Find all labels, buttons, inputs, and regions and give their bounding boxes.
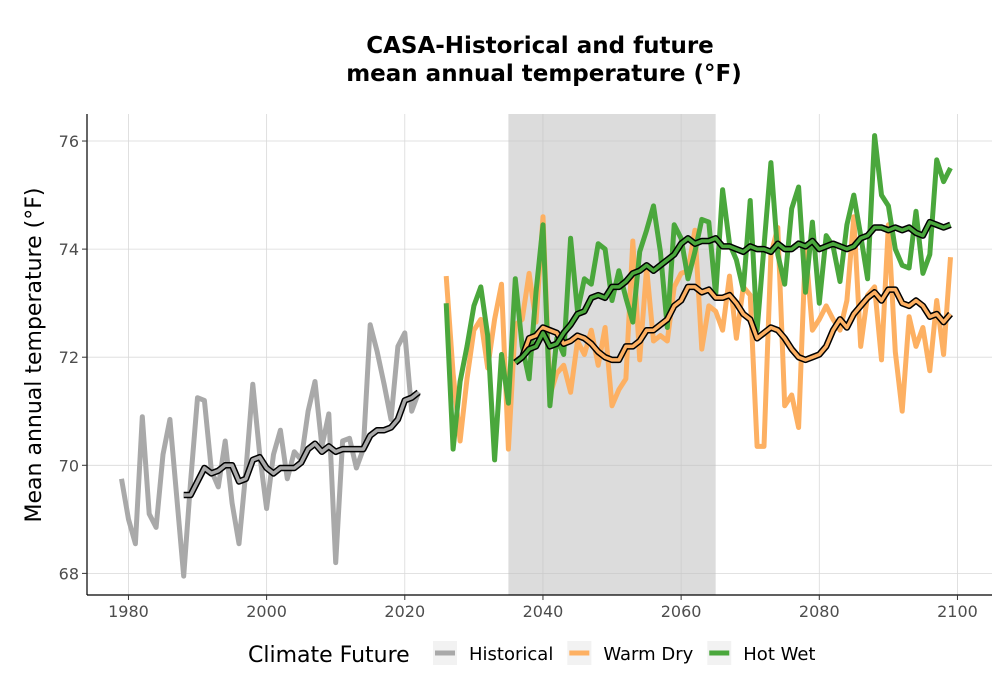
x-tick-label: 2100 [937,602,978,621]
shaded-period-band [508,114,716,595]
smoothed-line-hot-wet-smoothed [513,218,952,366]
x-tick-label: 1980 [108,602,149,621]
x-tick-label: 2040 [523,602,564,621]
smoothed-line-fill [183,390,420,497]
y-axis-title: Mean annual temperature (°F) [22,188,47,523]
legend-item-historical: Historical [433,641,553,665]
smoothed-line-historical-smoothed [183,389,421,499]
y-tick-label: 68 [59,564,79,583]
tick-labels: 1980 2000 2020 2040 2060 2080 2100 68 70 72 74 76 [59,132,978,621]
chart-title-line2: mean annual temperature (°F) [346,61,742,87]
series-lines [119,133,953,579]
shaded-period [508,114,716,595]
smoothed-line-warm-dry-smoothed [513,283,953,366]
y-tick-label: 74 [59,240,79,259]
y-tick-label: 72 [59,348,79,367]
legend-label: Warm Dry [603,644,693,665]
x-tick-label: 2020 [384,602,425,621]
legend-item-hot-wet: Hot Wet [707,641,815,665]
x-tick-label: 2060 [661,602,702,621]
chart-title-line1: CASA-Historical and future [366,33,714,59]
legend-title: Climate Future [248,643,410,668]
legend: Climate Future Historical Warm Dry Hot Wet [248,641,815,668]
series-line-hot-wet [443,133,953,463]
y-tick-label: 76 [59,132,79,151]
smoothed-line-fill [514,220,952,364]
x-tick-label: 2080 [799,602,840,621]
legend-item-warm-dry: Warm Dry [567,641,694,665]
smoothed-line-fill [514,285,952,364]
legend-label: Historical [469,644,553,665]
series-line-historical [119,322,421,579]
legend-label: Hot Wet [743,644,815,665]
axes [86,114,992,596]
y-tick-label: 70 [59,456,79,475]
x-tick-label: 2000 [246,602,287,621]
